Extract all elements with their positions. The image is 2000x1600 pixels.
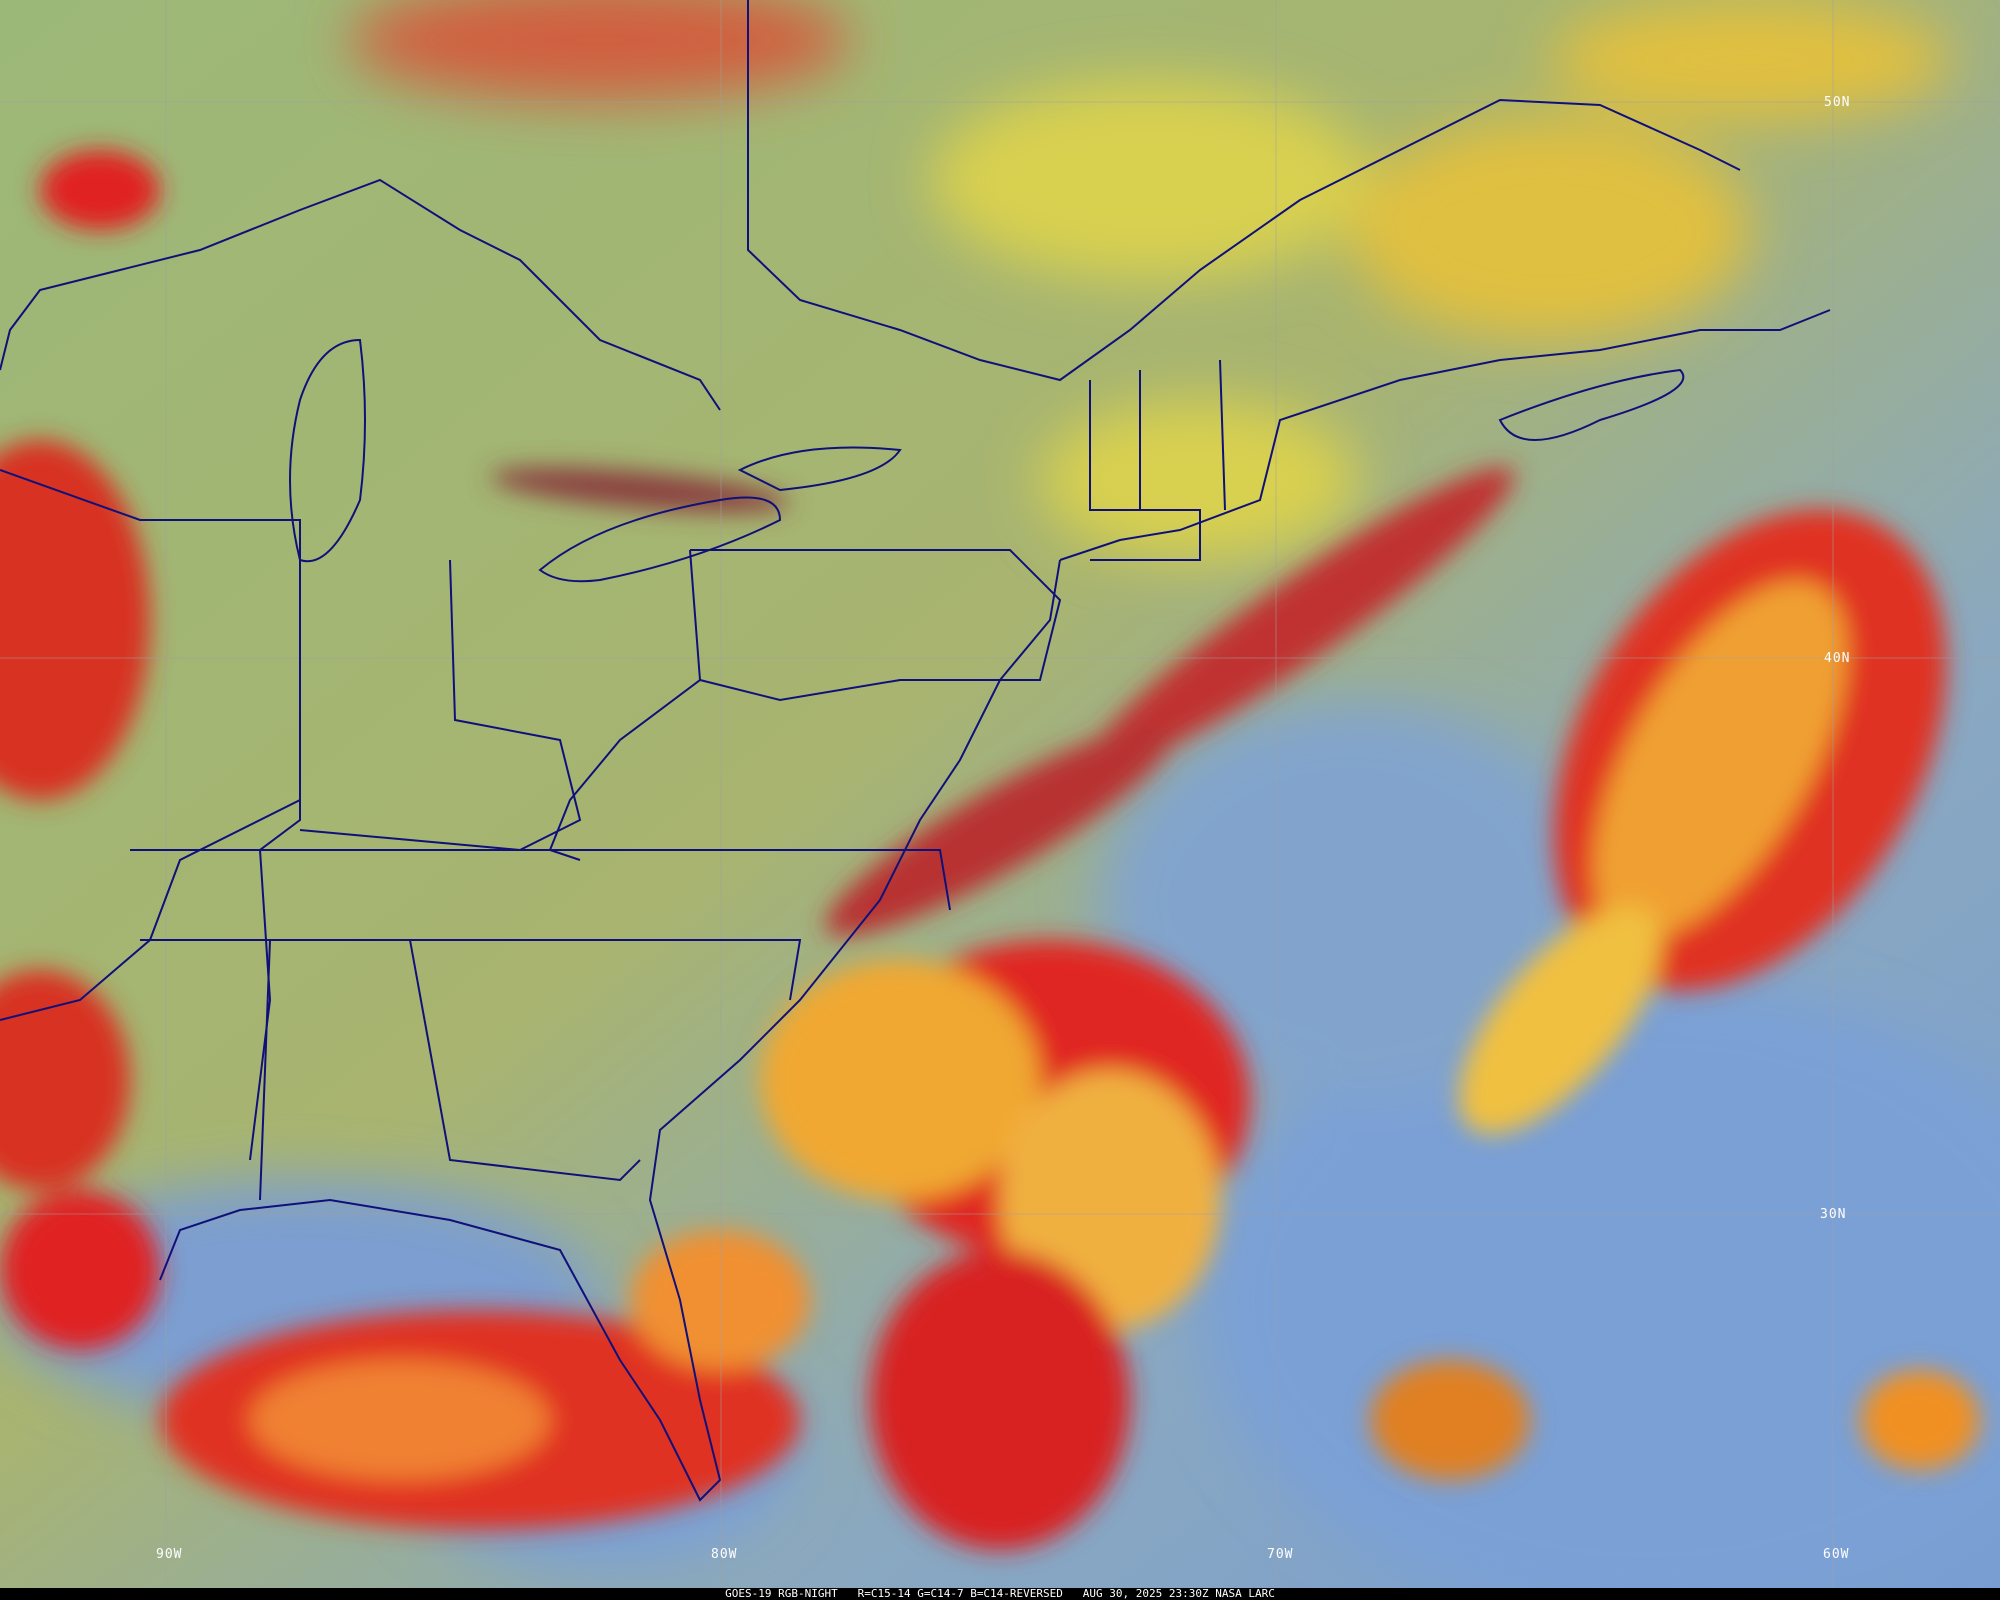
lon-label-80w: 80W	[711, 1547, 738, 1562]
low-cloud-areas	[350, 0, 1950, 560]
lat-label-40n: 40N	[1824, 651, 1851, 666]
deep-convective-clouds	[0, 150, 1980, 1550]
lat-label-30n: 30N	[1820, 1207, 1847, 1222]
image-caption: GOES-19 RGB-NIGHT R=C15-14 G=C14-7 B=C14…	[0, 1588, 2000, 1600]
lon-label-60w: 60W	[1823, 1547, 1850, 1562]
lon-label-70w: 70W	[1267, 1547, 1294, 1562]
political-boundaries	[0, 0, 1831, 1502]
lon-label-90w: 90W	[156, 1547, 183, 1562]
lat-label-50n: 50N	[1824, 95, 1851, 110]
